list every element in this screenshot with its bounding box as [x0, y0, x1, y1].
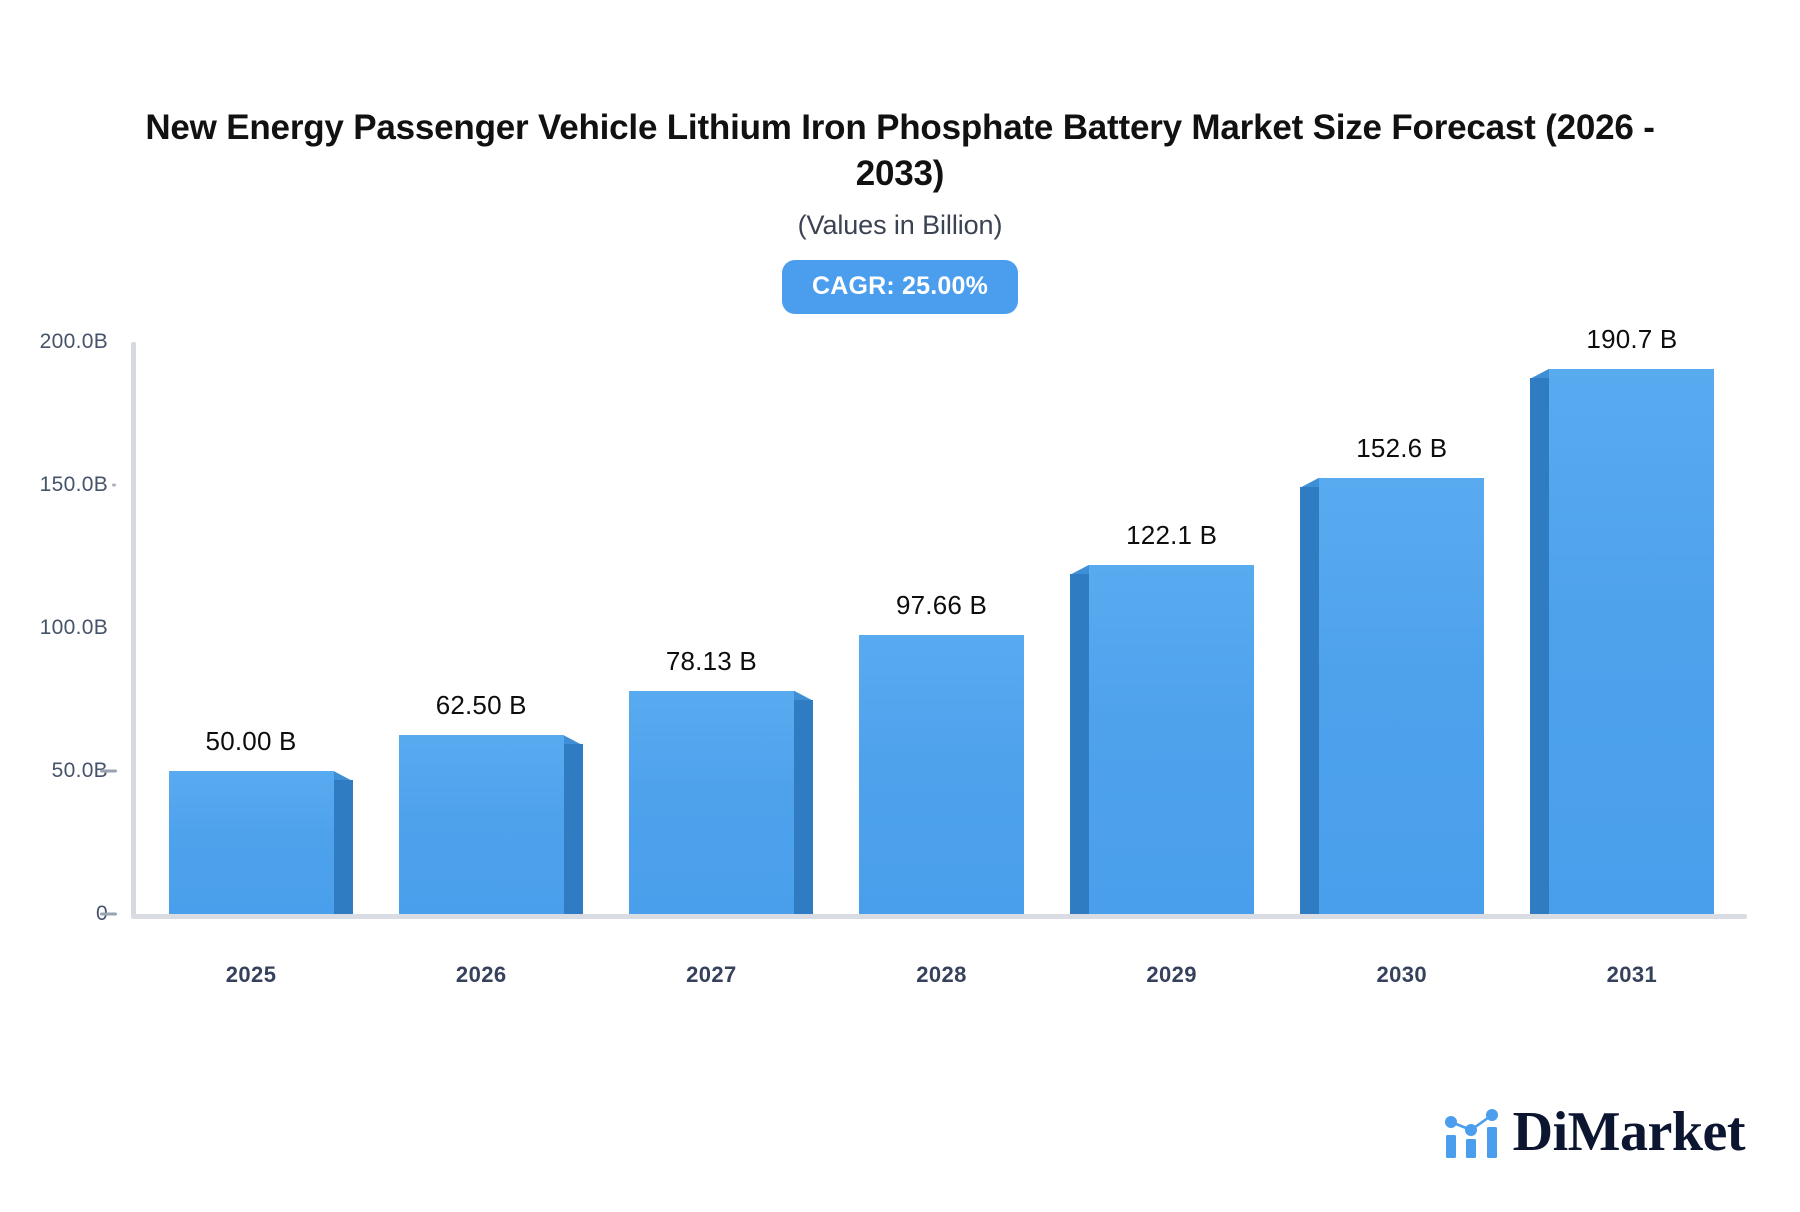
bar-side-face: [563, 744, 583, 914]
y-axis-tick-mark: [100, 912, 117, 916]
bar-2031[interactable]: [1530, 368, 1715, 914]
bar-2027[interactable]: [628, 690, 813, 914]
x-axis-label-2031: 2031: [1606, 962, 1658, 987]
bar-top-bevel: [563, 735, 583, 746]
bar-chart-logo-icon: [1444, 1109, 1498, 1158]
cagr-badge: CAGR: 25.00%: [781, 260, 1019, 314]
y-axis-tick-label: 50.0B: [51, 759, 108, 782]
bar-value-label: 97.66 B: [895, 589, 988, 620]
bar-value-label: 190.7 B: [1586, 323, 1678, 354]
plot-area: 0 50.0B 100.0B 150.0B 200.0B 50.00 B 62.50 B 7…: [0, 324, 1800, 950]
bar-value-label: 78.13 B: [665, 645, 757, 676]
y-axis-line: [131, 342, 136, 917]
bar-value-label: 122.1 B: [1126, 519, 1218, 550]
bar-top-bevel: [1070, 564, 1090, 575]
bar-2029[interactable]: [1070, 564, 1255, 914]
bar-top-bevel: [1300, 477, 1320, 488]
x-axis-label-2029: 2029: [1146, 962, 1197, 987]
y-axis-tick-mark: [100, 769, 117, 773]
bar-2028[interactable]: [859, 634, 1024, 914]
x-axis-baseline: [131, 914, 1747, 919]
x-axis-label-2027: 2027: [686, 962, 737, 987]
bar-series: 50.00 B 62.50 B 78.13 B 97.66 B 122.1 B 152.6…: [136, 324, 1747, 916]
bar-side-face: [1530, 377, 1550, 914]
y-axis-tick-label: 0: [30, 902, 108, 926]
bar-column[interactable]: 122.1 B: [1070, 328, 1255, 914]
title-block: New Energy Passenger Vehicle Lithium Iro…: [140, 105, 1660, 241]
bar-column[interactable]: 97.66 B: [859, 328, 1024, 914]
brand-name: DiMarket: [1512, 1101, 1746, 1163]
y-axis-tick-label: 150.0B: [39, 473, 108, 496]
chart-subtitle: (Values in Billion): [797, 210, 1003, 240]
cagr-badge-container: CAGR: 25.00%: [140, 260, 1660, 314]
bar-side-face: [793, 699, 813, 914]
x-axis-labels: 2025 2026 2027 2028 2029 2030 2031: [136, 962, 1747, 1002]
x-axis-label-2030: 2030: [1376, 962, 1428, 987]
x-axis-label-2028: 2028: [916, 962, 967, 987]
bar-top-bevel: [333, 771, 353, 781]
x-axis-label-2025: 2025: [225, 962, 277, 987]
bar-column[interactable]: 62.50 B: [398, 328, 583, 914]
chart-title: New Energy Passenger Vehicle Lithium Iro…: [145, 108, 1655, 193]
bar-top-bevel: [793, 690, 813, 701]
bar-column[interactable]: 190.7 B: [1530, 324, 1715, 914]
bar-column[interactable]: 152.6 B: [1300, 328, 1485, 914]
bar-side-face: [333, 780, 353, 914]
bar-side-face: [1300, 486, 1320, 914]
y-axis-tick-mark: [112, 483, 116, 487]
y-axis-tick-label: 200.0B: [39, 330, 108, 353]
bar-value-label: 62.50 B: [435, 690, 527, 721]
bar-side-face: [1070, 573, 1090, 914]
bar-column[interactable]: 78.13 B: [628, 328, 813, 914]
bar-column[interactable]: 50.00 B: [168, 328, 353, 914]
bar-2030[interactable]: [1300, 477, 1485, 914]
bar-value-label: 152.6 B: [1356, 432, 1448, 463]
y-axis-tick-label: 100.0B: [39, 616, 108, 639]
bar-2025[interactable]: [168, 771, 353, 914]
x-axis-label-2026: 2026: [455, 962, 507, 987]
brand-logo: DiMarket: [1444, 1101, 1746, 1163]
bar-2026[interactable]: [398, 735, 583, 914]
bar-value-label: 50.00 B: [205, 726, 297, 756]
bar-top-bevel: [1530, 368, 1550, 379]
